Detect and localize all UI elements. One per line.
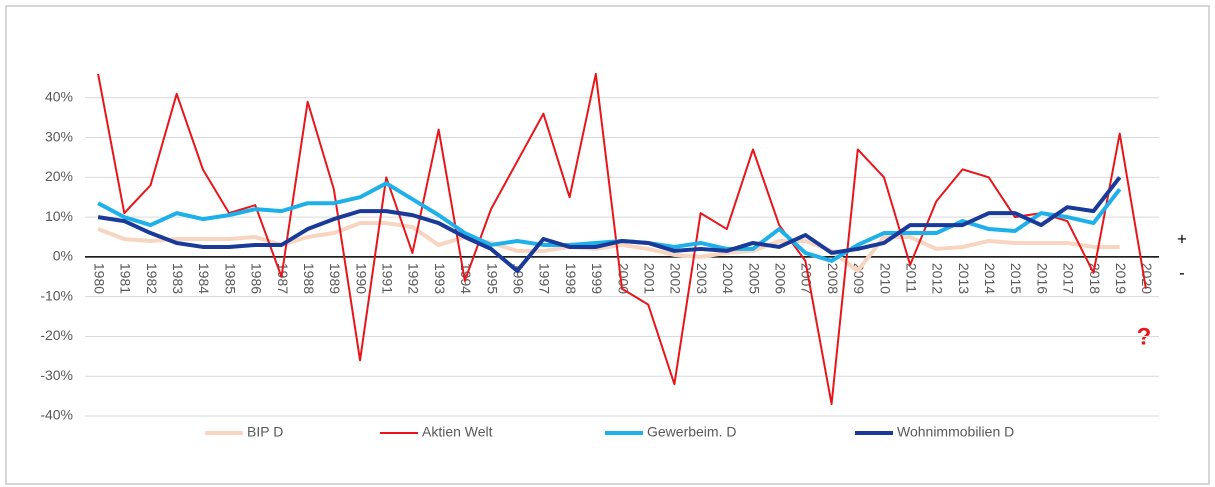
x-tick-label: 2013 [956, 263, 972, 294]
x-tick-label: 2012 [930, 263, 946, 294]
legend-label: Wohnimmobilien D [897, 424, 1014, 440]
x-tick-label: 1984 [196, 263, 212, 294]
x-tick-label: 1981 [118, 263, 134, 294]
series-line [97, 72, 1147, 406]
y-tick-label: -10% [40, 287, 73, 303]
x-tick-label: 2014 [982, 263, 998, 294]
x-tick-label: 2002 [668, 263, 684, 294]
y-tick-label: 30% [45, 128, 73, 144]
x-tick-label: 2018 [1087, 263, 1103, 294]
plus-annotation: + [1177, 229, 1187, 248]
x-tick-label: 1988 [301, 263, 317, 294]
x-tick-label: 1990 [353, 263, 369, 294]
minus-annotation: - [1179, 263, 1185, 282]
x-tick-label: 1991 [380, 263, 396, 294]
x-tick-label: 1999 [589, 263, 605, 294]
x-tick-label: 1989 [327, 263, 343, 294]
y-tick-label: -40% [40, 407, 73, 423]
x-tick-label: 2010 [877, 263, 893, 294]
x-tick-label: 1985 [222, 263, 238, 294]
x-tick-label: 2006 [772, 263, 788, 294]
x-tick-label: 1982 [144, 263, 160, 294]
x-tick-label: 1998 [563, 263, 579, 294]
x-tick-label: 1983 [170, 263, 186, 294]
x-tick-label: 2003 [694, 263, 710, 294]
y-tick-label: -20% [40, 327, 73, 343]
series-line [97, 176, 1122, 273]
x-tick-label: 1995 [484, 263, 500, 294]
x-tick-label: 1980 [91, 263, 107, 294]
x-tick-label: 1993 [432, 263, 448, 294]
x-tick-label: 1992 [406, 263, 422, 294]
x-tick-label: 2016 [1034, 263, 1050, 294]
x-tick-label: 2019 [1113, 263, 1129, 294]
x-tick-label: 2015 [1008, 263, 1024, 294]
x-tick-label: 2005 [746, 263, 762, 294]
x-tick-label: 2017 [1061, 263, 1077, 294]
legend-label: Aktien Welt [422, 424, 493, 440]
y-tick-label: -30% [40, 367, 73, 383]
legend-label: Gewerbeim. D [647, 424, 736, 440]
x-tick-label: 1986 [249, 263, 265, 294]
y-tick-label: 20% [45, 168, 73, 184]
y-tick-label: 0% [53, 248, 73, 264]
x-tick-label: 1997 [537, 263, 553, 294]
x-tick-label: 2008 [825, 263, 841, 294]
y-tick-label: 10% [45, 208, 73, 224]
legend-label: BIP D [247, 424, 283, 440]
y-tick-label: 40% [45, 88, 73, 104]
x-tick-label: 2004 [720, 263, 736, 294]
x-tick-label: 2001 [641, 263, 657, 294]
x-tick-label: 2011 [903, 263, 919, 293]
